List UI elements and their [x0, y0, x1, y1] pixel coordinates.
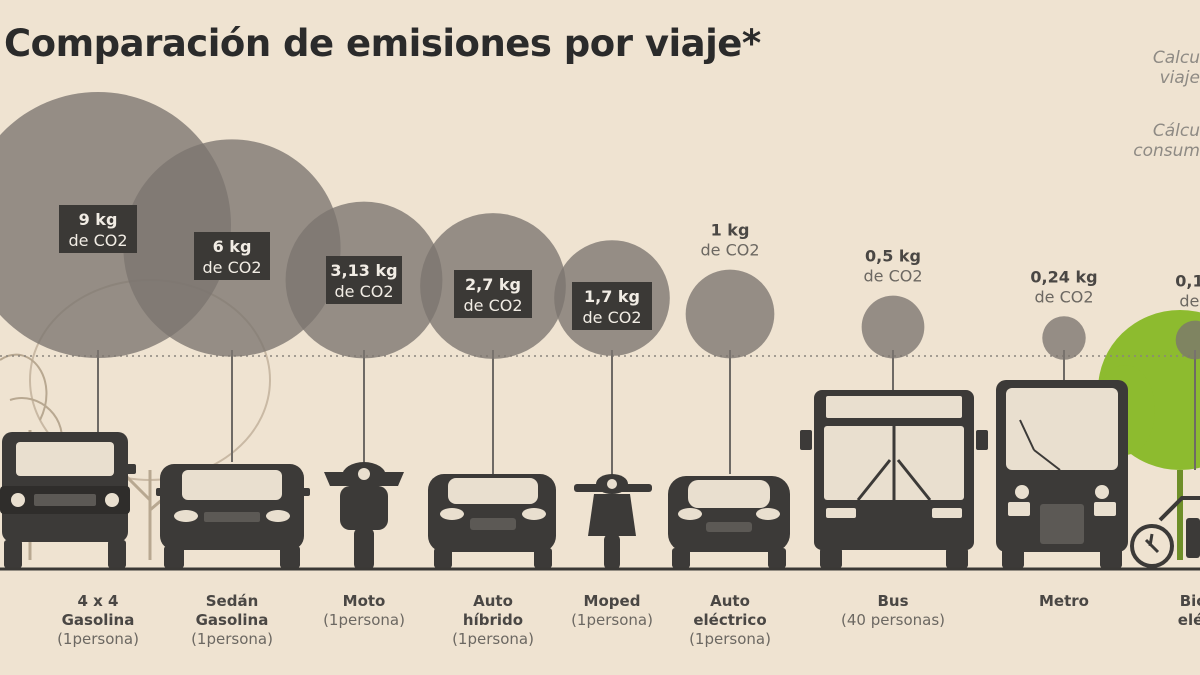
electric-car-icon: [668, 476, 790, 568]
vehicle-name: Auto: [710, 592, 750, 610]
ebike-icon: [1130, 496, 1200, 568]
metro-icon: [996, 380, 1128, 568]
suv-icon: [0, 432, 136, 568]
vehicle-name: 4 x 4: [77, 592, 119, 610]
vehicle-label: Moto (1persona): [299, 592, 429, 630]
vehicle-name: Gasolina: [195, 611, 269, 629]
vehicle-name: Metro: [1039, 592, 1089, 610]
value-unit-label: de CO2: [863, 267, 922, 286]
vehicle-name: Bus: [877, 592, 909, 610]
value-label: 1,7 kg: [584, 287, 640, 306]
vehicle-occupancy: (1persona): [191, 630, 273, 648]
value-unit-label: de CO2: [68, 231, 127, 250]
motorcycle-icon: [324, 462, 404, 570]
sedan-icon: [156, 464, 310, 568]
value-label: 0,19: [1175, 272, 1200, 291]
value-unit-label: de CO2: [582, 308, 641, 327]
moped-icon: [574, 474, 652, 570]
vehicle-name: Gasolina: [61, 611, 135, 629]
value-unit-label: de CO2: [334, 282, 393, 301]
value-label: 2,7 kg: [465, 275, 521, 294]
vehicle-name: eléctrico: [693, 611, 767, 629]
value-label-box: [326, 256, 402, 304]
hybrid-car-icon: [428, 474, 556, 568]
vehicle-name: híbrido: [462, 611, 524, 629]
value-label: 9 kg: [79, 210, 118, 229]
value-label: 0,24 kg: [1030, 267, 1097, 286]
vehicle-occupancy: (40 personas): [841, 611, 945, 629]
emission-bubble: [685, 269, 775, 359]
footnote-trip: Calcu viaje: [1153, 48, 1200, 88]
vehicle-label: Metro: [999, 592, 1129, 611]
vehicle-name: Sedán: [205, 592, 259, 610]
vehicle-name: Bici: [1179, 592, 1200, 610]
vehicle-label: Auto híbrido (1persona): [428, 592, 558, 649]
vehicle-name: Moto: [342, 592, 386, 610]
value-unit-label: de CO2: [1034, 287, 1093, 306]
footnote-trip-line2: viaje: [1159, 68, 1200, 88]
vehicle-label: Moped (1persona): [547, 592, 677, 630]
vehicle-label: Bus (40 personas): [828, 592, 958, 630]
vehicle-occupancy: (1persona): [323, 611, 405, 629]
footnote-consumption-line1: Cálcu: [1152, 121, 1200, 141]
value-unit-label: de CO2: [202, 258, 261, 277]
emission-bubble: [861, 295, 925, 359]
footnote-consumption-line2: consum: [1133, 141, 1200, 161]
vehicle-name: Auto: [473, 592, 513, 610]
value-label: 6 kg: [213, 237, 252, 256]
value-unit-label: de (: [1179, 292, 1200, 311]
vehicle-name: eléc: [1177, 611, 1200, 629]
vehicle-occupancy: (1persona): [452, 630, 534, 648]
value-unit-label: de CO2: [463, 296, 522, 315]
value-label-box: [59, 205, 137, 253]
vehicle-name: Moped: [583, 592, 641, 610]
emission-bubble: [1042, 316, 1086, 360]
value-unit-label: de CO2: [700, 241, 759, 260]
vehicle-occupancy: (1persona): [689, 630, 771, 648]
emission-bubble: [1175, 320, 1200, 360]
value-label-box: [454, 270, 532, 318]
value-label-box: [572, 282, 652, 330]
value-label: 1 kg: [711, 221, 750, 240]
value-label-box: [194, 232, 270, 280]
value-label: 0,5 kg: [865, 247, 921, 266]
bus-icon: [800, 390, 988, 568]
vehicle-label: Auto eléctrico (1persona): [665, 592, 795, 649]
vehicle-occupancy: (1persona): [57, 630, 139, 648]
vehicle-occupancy: (1persona): [571, 611, 653, 629]
value-label: 3,13 kg: [330, 261, 397, 280]
footnote-consumption: Cálcu consum: [1133, 121, 1200, 161]
footnote-trip-line1: Calcu: [1152, 48, 1200, 68]
chart-title: Comparación de emisiones por viaje*: [4, 22, 761, 65]
vehicle-label: 4 x 4 Gasolina (1persona): [33, 592, 163, 649]
vehicle-label: Bicieléc: [1130, 592, 1200, 630]
vehicle-label: Sedán Gasolina (1persona): [167, 592, 297, 649]
